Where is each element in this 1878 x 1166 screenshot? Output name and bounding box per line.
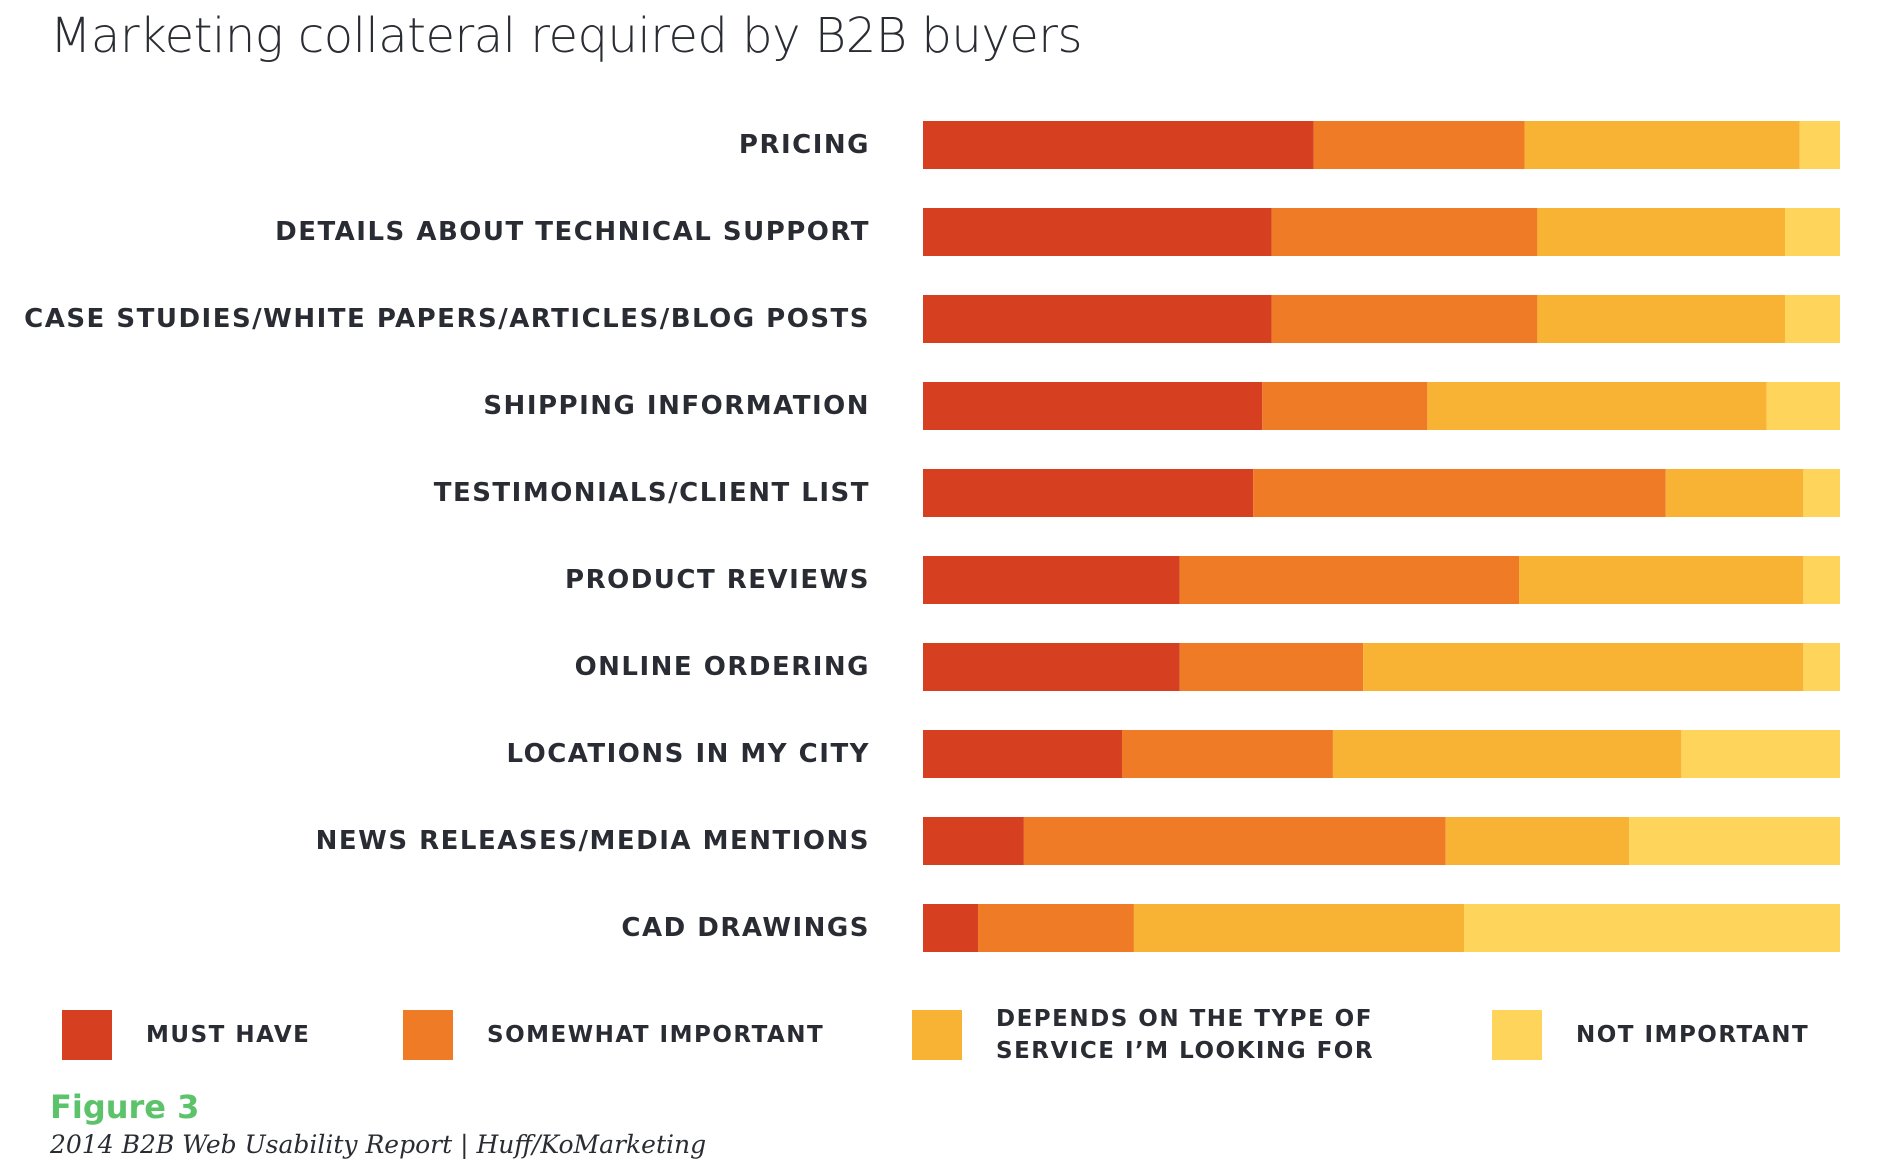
legend-item-somewhat-important: SOMEWHAT IMPORTANT (403, 1010, 824, 1060)
category-label-product-reviews: PRODUCT REVIEWS (565, 565, 870, 595)
bar-row-news-releases-media-mentions (923, 817, 1840, 865)
bar-segment-testimonials-client-list-not-important (1803, 469, 1840, 517)
legend-label-line: DEPENDS ON THE TYPE OF (996, 1006, 1373, 1032)
bar-segment-testimonials-client-list-depends-on-the-type-of-service-i-m-looking-for (1665, 469, 1804, 517)
legend-label-line: NOT IMPORTANT (1576, 1022, 1810, 1048)
bar-row-shipping-information (923, 382, 1840, 430)
category-label-news-releases-media-mentions: NEWS RELEASES/MEDIA MENTIONS (316, 826, 870, 856)
bar-segment-case-studies-white-papers-articles-blog-posts-depends-on-the-type-of-service-i-m-looking-for (1537, 295, 1785, 343)
legend-label-line: SOMEWHAT IMPORTANT (487, 1022, 825, 1048)
bar-segment-locations-in-my-city-not-important (1681, 730, 1840, 778)
category-labels: PRICING DETAILS ABOUT TECHNICAL SUPPORT CA… (24, 130, 870, 943)
bar-segment-cad-drawings-depends-on-the-type-of-service-i-m-looking-for (1133, 904, 1465, 952)
category-label-online-ordering: ONLINE ORDERING (575, 652, 870, 682)
legend-item-not-important: NOT IMPORTANT (1492, 1010, 1809, 1060)
stacked-bar-chart: PRICING DETAILS ABOUT TECHNICAL SUPPORT CA… (24, 121, 1840, 952)
category-label-pricing: PRICING (739, 130, 870, 160)
bar-row-testimonials-client-list (923, 469, 1840, 517)
bar-segment-online-ordering-must-have (923, 643, 1180, 691)
bar-segment-shipping-information-depends-on-the-type-of-service-i-m-looking-for (1427, 382, 1767, 430)
bar-segment-pricing-depends-on-the-type-of-service-i-m-looking-for (1524, 121, 1800, 169)
bar-row-cad-drawings (923, 904, 1840, 952)
legend-swatch (403, 1010, 453, 1060)
category-label-locations-in-my-city: LOCATIONS IN MY CITY (506, 739, 870, 769)
category-label-testimonials-client-list: TESTIMONIALS/CLIENT LIST (434, 478, 870, 508)
category-label-details-about-technical-support: DETAILS ABOUT TECHNICAL SUPPORT (275, 217, 870, 247)
bar-segment-locations-in-my-city-somewhat-important (1121, 730, 1333, 778)
bar-segment-locations-in-my-city-depends-on-the-type-of-service-i-m-looking-for (1332, 730, 1682, 778)
legend-swatch (62, 1010, 112, 1060)
category-label-case-studies-white-papers-articles-blog-posts: CASE STUDIES/WHITE PAPERS/ARTICLES/BLOG … (24, 304, 870, 334)
bar-row-locations-in-my-city (923, 730, 1840, 778)
category-label-shipping-information: SHIPPING INFORMATION (483, 391, 870, 421)
bar-segment-details-about-technical-support-must-have (923, 208, 1272, 256)
bar-segment-case-studies-white-papers-articles-blog-posts-must-have (923, 295, 1272, 343)
bar-segment-news-releases-media-mentions-somewhat-important (1023, 817, 1446, 865)
bar-segment-news-releases-media-mentions-depends-on-the-type-of-service-i-m-looking-for (1445, 817, 1630, 865)
legend-label-line: MUST HAVE (146, 1022, 311, 1048)
bar-segment-product-reviews-not-important (1803, 556, 1840, 604)
chart-title: Marketing collateral required by B2B buy… (50, 8, 1083, 64)
bar-segment-case-studies-white-papers-articles-blog-posts-somewhat-important (1271, 295, 1538, 343)
bar-row-case-studies-white-papers-articles-blog-posts (923, 295, 1840, 343)
bar-segment-online-ordering-not-important (1803, 643, 1840, 691)
bar-row-details-about-technical-support (923, 208, 1840, 256)
bar-segment-shipping-information-not-important (1766, 382, 1840, 430)
bar-segment-cad-drawings-must-have (923, 904, 979, 952)
bar-row-online-ordering (923, 643, 1840, 691)
legend-swatch (912, 1010, 962, 1060)
category-label-cad-drawings: CAD DRAWINGS (621, 913, 870, 943)
bar-row-product-reviews (923, 556, 1840, 604)
legend-item-depends-on-the-type-of-service-i-m-looking-for: DEPENDS ON THE TYPE OF SERVICE I’M LOOKIN… (912, 1006, 1374, 1064)
legend-swatch (1492, 1010, 1542, 1060)
bar-segment-case-studies-white-papers-articles-blog-posts-not-important (1784, 295, 1840, 343)
bar-segment-product-reviews-must-have (923, 556, 1180, 604)
figure-label: Figure 3 (50, 1088, 200, 1126)
bar-row-pricing (923, 121, 1840, 169)
bar-segment-online-ordering-somewhat-important (1179, 643, 1364, 691)
legend-label: NOT IMPORTANT (1576, 1019, 1809, 1051)
bar-segment-details-about-technical-support-depends-on-the-type-of-service-i-m-looking-for (1537, 208, 1785, 256)
bar-segment-online-ordering-depends-on-the-type-of-service-i-m-looking-for (1363, 643, 1804, 691)
legend-label-line: SERVICE I’M LOOKING FOR (996, 1038, 1375, 1064)
bar-segment-pricing-not-important (1799, 121, 1840, 169)
legend-label: SOMEWHAT IMPORTANT (487, 1019, 824, 1051)
bar-segment-details-about-technical-support-somewhat-important (1271, 208, 1538, 256)
bar-segment-news-releases-media-mentions-must-have (923, 817, 1024, 865)
source-note: 2014 B2B Web Usability Report | Huff/KoM… (50, 1130, 707, 1159)
bar-segment-news-releases-media-mentions-not-important (1629, 817, 1840, 865)
bar-segment-shipping-information-must-have (923, 382, 1263, 430)
bar-segment-testimonials-client-list-must-have (923, 469, 1254, 517)
bar-segment-pricing-must-have (923, 121, 1314, 169)
bar-segment-cad-drawings-not-important (1464, 904, 1840, 952)
bar-segment-testimonials-client-list-somewhat-important (1253, 469, 1666, 517)
bar-segment-shipping-information-somewhat-important (1262, 382, 1428, 430)
bar-segment-cad-drawings-somewhat-important (978, 904, 1134, 952)
bar-segment-product-reviews-depends-on-the-type-of-service-i-m-looking-for (1519, 556, 1804, 604)
legend-item-must-have: MUST HAVE (62, 1010, 310, 1060)
bar-segment-locations-in-my-city-must-have (923, 730, 1122, 778)
bar-segments (923, 121, 1840, 952)
bar-segment-details-about-technical-support-not-important (1784, 208, 1840, 256)
bar-segment-product-reviews-somewhat-important (1179, 556, 1520, 604)
legend-label: MUST HAVE (146, 1019, 310, 1051)
legend-label: DEPENDS ON THE TYPE OF SERVICE I’M LOOKIN… (996, 1003, 1374, 1067)
bar-segment-pricing-somewhat-important (1313, 121, 1525, 169)
